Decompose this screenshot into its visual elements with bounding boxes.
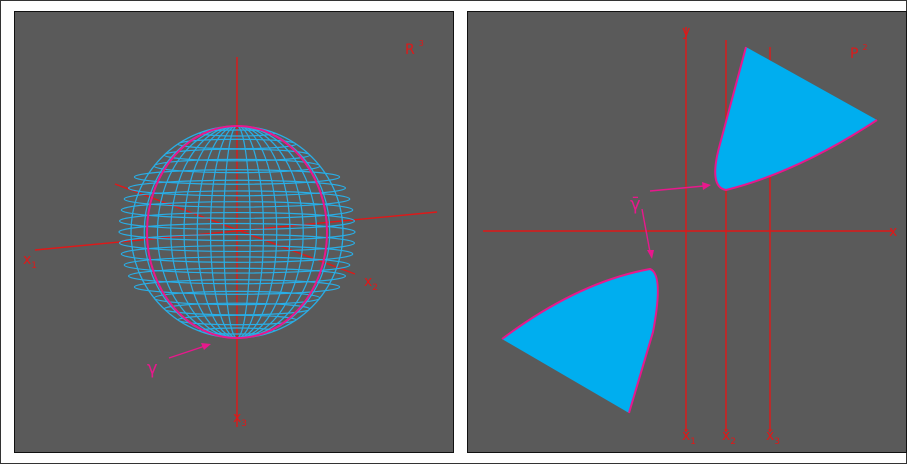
label-x1: x1: [23, 252, 37, 271]
gamma-curve: [146, 125, 328, 339]
sphere-latitude: [120, 201, 354, 219]
sphere-latitude: [118, 222, 356, 242]
sphere-longitude: [209, 126, 265, 338]
label-x2: x2: [364, 274, 378, 293]
sphere-latitude: [123, 190, 351, 208]
sphere-latitude: [118, 211, 356, 231]
sphere-latitude: [123, 256, 351, 274]
sphere-latitude: [118, 233, 356, 253]
sphere-longitude: [143, 126, 331, 338]
sphere-longitude: [170, 126, 304, 338]
sphere-longitude: [196, 126, 278, 338]
label-gamma: γ: [147, 358, 158, 379]
label-xi3: x̄3: [766, 428, 780, 447]
sphere-longitude: [223, 126, 251, 338]
gamma-pointer-arrow: [168, 343, 211, 359]
label-xi1: x̄1: [682, 428, 696, 447]
sphere-wireframe: [118, 125, 356, 339]
sphere-latitude: [120, 245, 354, 263]
sphere-latitude: [133, 169, 341, 185]
upper-region: [715, 47, 877, 190]
lower-region: [502, 269, 658, 413]
upper-branch: [714, 46, 878, 192]
sphere-latitude: [133, 279, 341, 295]
gamma-bar-pointers: [641, 182, 711, 259]
label-xi2: x̄2: [722, 428, 736, 447]
sphere-latitude: [127, 179, 347, 197]
sphere-latitude: [127, 267, 347, 285]
lower-branch: [501, 267, 659, 414]
label-x3: x3: [233, 410, 247, 429]
x1-axis: [34, 211, 438, 251]
sphere-longitude: [156, 126, 318, 338]
label-y: y: [682, 24, 690, 40]
label-gamma-bar: γ̄: [630, 194, 641, 215]
label-x: x: [889, 224, 897, 240]
sphere-longitude: [183, 126, 291, 338]
